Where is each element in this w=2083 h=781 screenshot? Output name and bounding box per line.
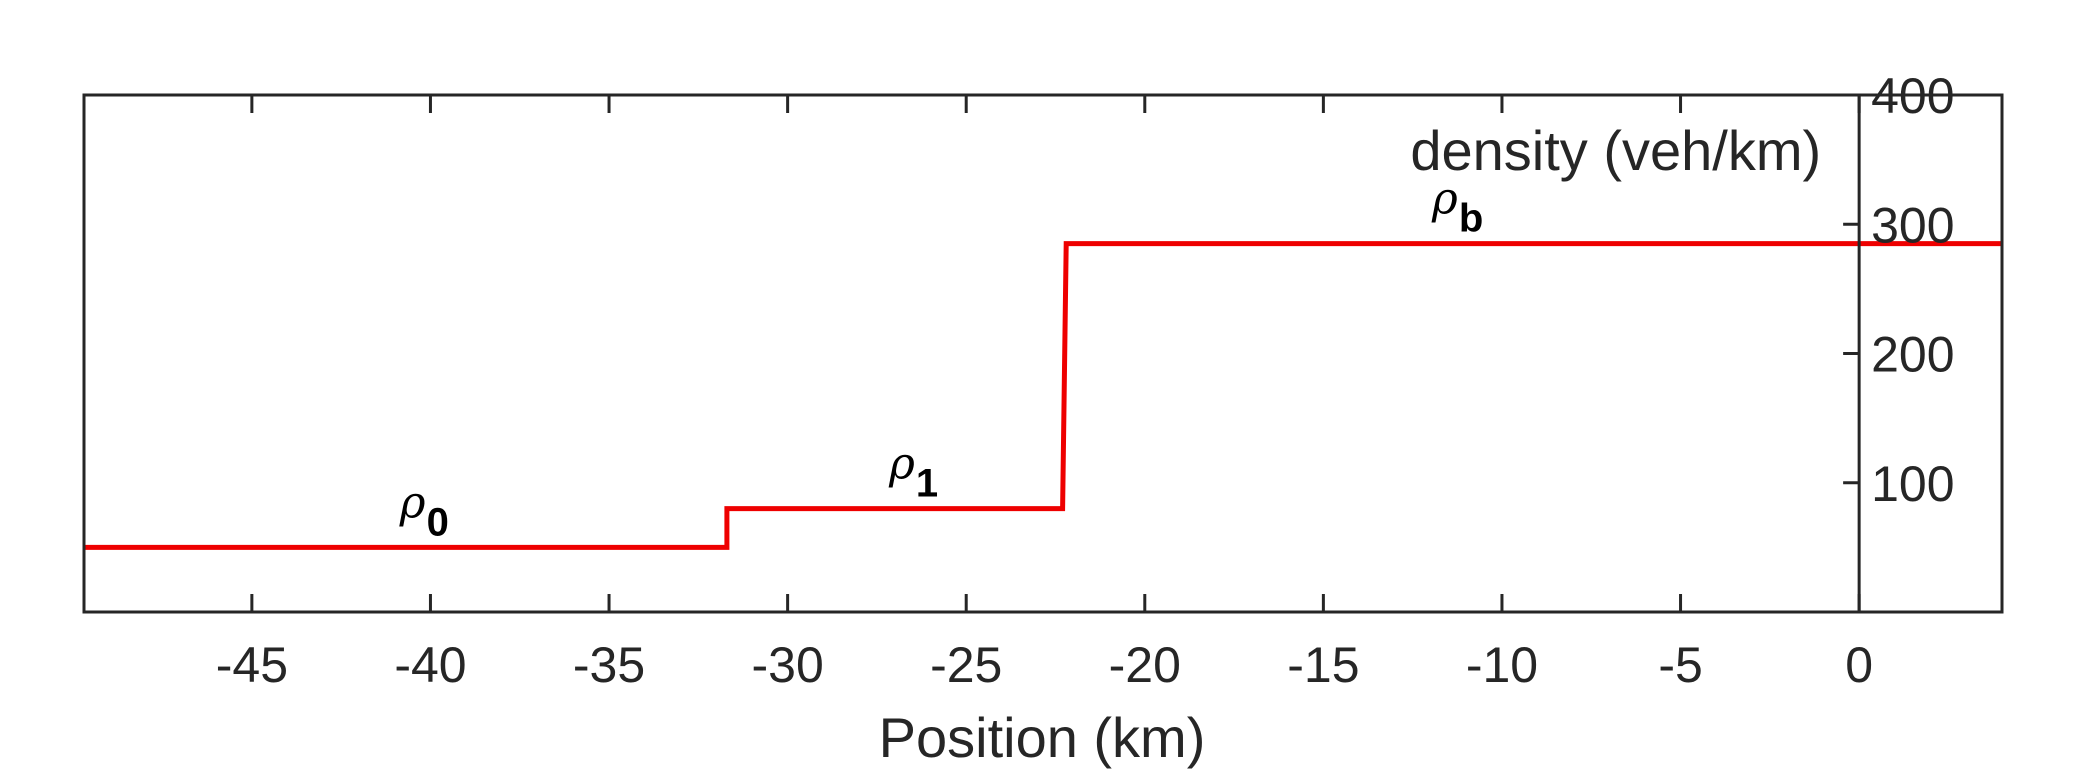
x-tick-label: -30 [751,637,823,693]
x-tick-label: -40 [394,637,466,693]
labels-layer: -45 -40 -35 -30 -25 -20 -15 -10 -5 0 100 200 300 400 ρ… [216,68,1955,693]
y-tick-label: 200 [1871,327,1954,383]
x-tick-label: -20 [1109,637,1181,693]
x-tick-label: 0 [1845,637,1873,693]
rho-subscript-b: b [1459,197,1483,241]
y-axis-title: density (veh/km) [1410,119,1821,182]
rho-annotation-1: ρ [888,439,915,490]
rho-annotation-b: ρ [1431,174,1458,225]
frame-layer [82,93,2004,614]
rho-subscript-0: 0 [427,500,449,544]
y-tick-label: 400 [1871,68,1954,124]
density-series-line [84,241,2002,550]
ticks-layer [250,93,1861,612]
x-axis-title: Position (km) [879,706,1206,769]
x-tick-label: -45 [216,637,288,693]
rho-subscript-1: 1 [916,462,938,506]
series-layer [84,241,2002,550]
rho-annotation-0: ρ [399,477,426,528]
y-tick-label: 300 [1871,197,1954,253]
y-tick-label: 100 [1871,456,1954,512]
x-tick-label: -5 [1658,637,1702,693]
plot-frame [82,93,2004,614]
x-tick-label: -15 [1287,637,1359,693]
x-tick-label: -10 [1466,637,1538,693]
x-tick-label: -25 [930,637,1002,693]
x-tick-label: -35 [573,637,645,693]
